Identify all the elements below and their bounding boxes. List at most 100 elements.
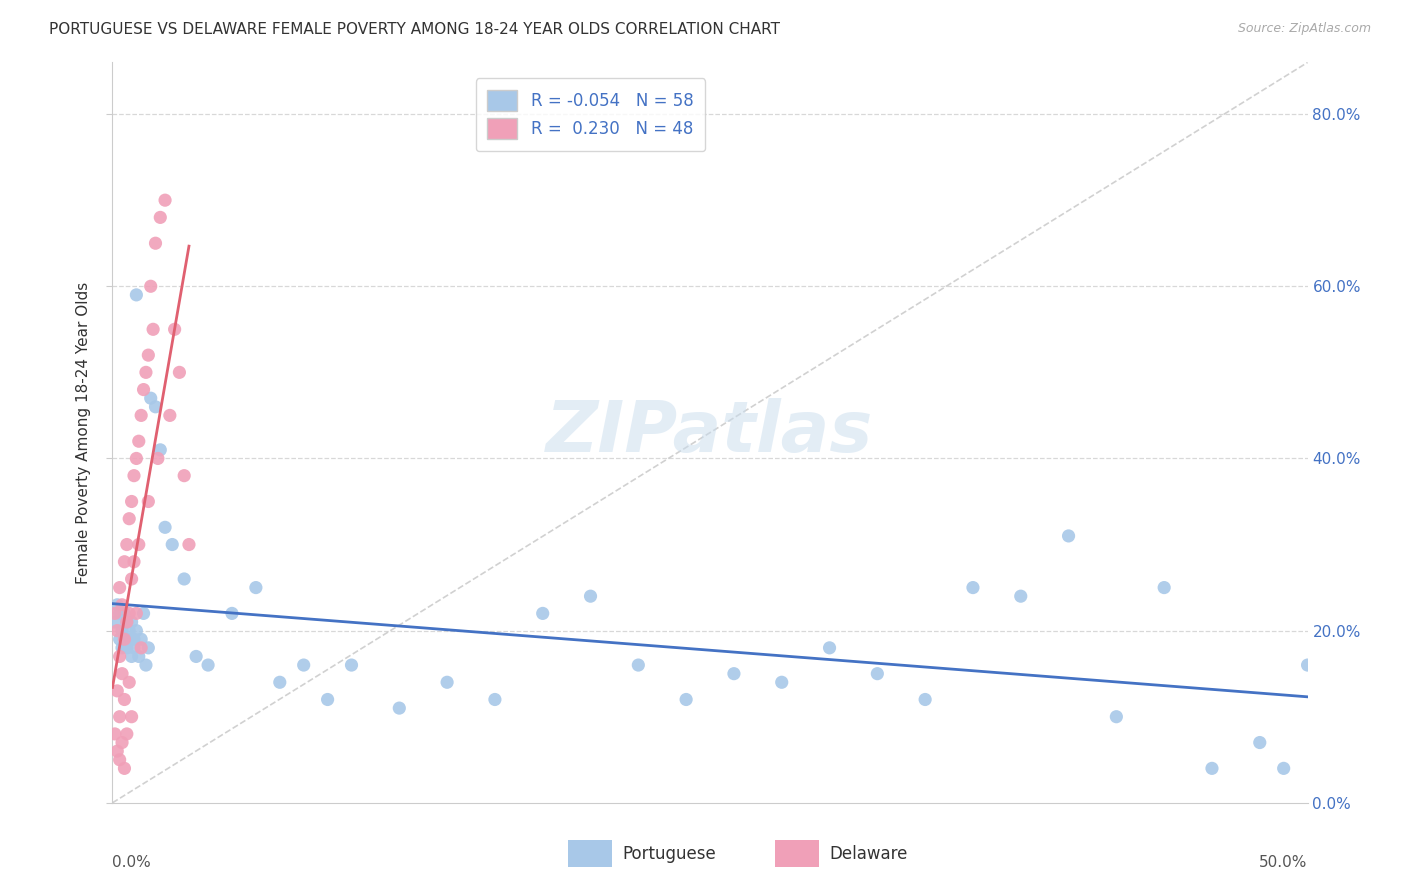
Point <box>114 761 135 775</box>
Point <box>121 649 143 664</box>
Point <box>177 537 200 551</box>
Point <box>128 649 150 664</box>
Point <box>105 598 128 612</box>
Text: PORTUGUESE VS DELAWARE FEMALE POVERTY AMONG 18-24 YEAR OLDS CORRELATION CHART: PORTUGUESE VS DELAWARE FEMALE POVERTY AM… <box>49 22 780 37</box>
Point <box>316 692 339 706</box>
Point <box>914 692 936 706</box>
Point <box>115 640 138 655</box>
Point <box>436 675 458 690</box>
Point <box>111 598 134 612</box>
Point <box>1057 529 1080 543</box>
FancyBboxPatch shape <box>568 840 612 867</box>
Point <box>153 193 176 207</box>
Point <box>138 640 160 655</box>
Point <box>627 658 650 673</box>
Point <box>108 709 131 723</box>
Point <box>111 624 134 638</box>
Point <box>269 675 291 690</box>
Text: 50.0%: 50.0% <box>1260 855 1308 870</box>
Point <box>122 468 145 483</box>
Point <box>122 632 145 647</box>
Point <box>105 624 128 638</box>
Point <box>1201 761 1223 775</box>
Point <box>162 537 183 551</box>
Point <box>579 589 602 603</box>
Point <box>146 451 169 466</box>
Point <box>163 322 186 336</box>
Point <box>115 727 138 741</box>
Point <box>114 632 135 647</box>
Y-axis label: Female Poverty Among 18-24 Year Olds: Female Poverty Among 18-24 Year Olds <box>76 282 91 583</box>
Point <box>132 383 155 397</box>
Point <box>197 658 219 673</box>
Point <box>122 555 145 569</box>
Point <box>105 684 128 698</box>
Point <box>114 555 135 569</box>
Point <box>245 581 267 595</box>
Point <box>118 632 141 647</box>
Point <box>118 624 141 638</box>
Point <box>108 632 131 647</box>
Point <box>121 494 143 508</box>
Point <box>114 607 135 621</box>
Point <box>145 400 167 414</box>
Point <box>129 409 152 423</box>
Point <box>340 658 363 673</box>
Text: Delaware: Delaware <box>830 845 908 863</box>
Point <box>129 632 152 647</box>
Point <box>121 615 143 629</box>
Point <box>675 692 697 706</box>
Point <box>132 607 155 621</box>
Point <box>125 624 148 638</box>
Point <box>121 709 143 723</box>
Point <box>105 744 128 758</box>
Point <box>111 640 134 655</box>
Point <box>111 735 134 749</box>
Point <box>114 632 135 647</box>
Point <box>962 581 984 595</box>
Point <box>122 640 145 655</box>
Point <box>118 512 141 526</box>
Legend: R = -0.054   N = 58, R =  0.230   N = 48: R = -0.054 N = 58, R = 0.230 N = 48 <box>475 78 706 151</box>
Text: ZIPatlas: ZIPatlas <box>547 398 873 467</box>
Point <box>818 640 841 655</box>
Point <box>153 520 176 534</box>
Point <box>125 288 148 302</box>
Point <box>139 391 162 405</box>
Point <box>125 451 148 466</box>
Point <box>169 365 191 379</box>
Point <box>173 572 195 586</box>
Point <box>145 236 167 251</box>
Point <box>104 607 127 621</box>
Point <box>221 607 243 621</box>
Point <box>142 322 165 336</box>
Point <box>1153 581 1175 595</box>
Text: 0.0%: 0.0% <box>112 855 152 870</box>
Point <box>108 649 131 664</box>
Point <box>149 442 172 457</box>
Point <box>531 607 554 621</box>
Text: Portuguese: Portuguese <box>623 845 716 863</box>
Point <box>1296 658 1319 673</box>
Point <box>128 434 150 449</box>
Point <box>186 649 208 664</box>
Point <box>723 666 745 681</box>
Point <box>108 607 131 621</box>
Point <box>138 494 160 508</box>
Point <box>1010 589 1032 603</box>
Point <box>484 692 506 706</box>
Point <box>135 658 157 673</box>
FancyBboxPatch shape <box>775 840 818 867</box>
Point <box>111 666 134 681</box>
Point <box>104 727 127 741</box>
Point <box>115 537 138 551</box>
Point <box>138 348 160 362</box>
Point <box>125 607 148 621</box>
Point <box>388 701 411 715</box>
Point <box>1249 735 1271 749</box>
Point <box>292 658 315 673</box>
Point <box>118 675 141 690</box>
Point <box>121 572 143 586</box>
Point <box>108 581 131 595</box>
Point <box>173 468 195 483</box>
